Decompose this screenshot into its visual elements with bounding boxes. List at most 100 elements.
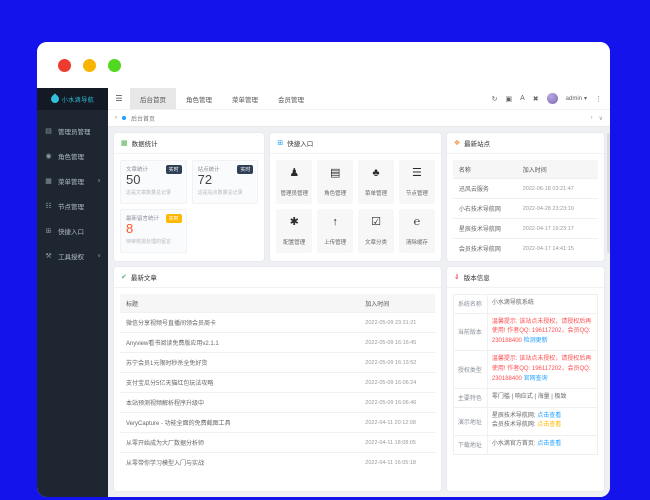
role-icon: ◉ [45,152,52,160]
sites-table: 名称 加入时间 迅风云服务 2022-06-18 03:21:47 小右技术导航网… [452,160,598,258]
version-row-label: 授权类型 [454,351,488,389]
quick-tile-roles[interactable]: ▤ 角色管理 [317,160,354,204]
stat-caption: 这是文章数量总记录 [126,189,172,196]
app-logo[interactable]: 小水滴导航 [37,88,108,110]
font-size-icon[interactable]: A [520,95,525,102]
breadcrumb-forward-icon[interactable]: › [590,114,593,121]
stat-value: 50 [126,172,141,187]
quick-tile-label: 节点管理 [405,191,428,197]
tree-icon: ♣ [372,167,380,179]
version-row-label: 当前版本 [454,313,488,351]
site-name-link[interactable]: 迅风云服务 [452,178,517,199]
demo-view-link[interactable]: 点击查看 [537,422,562,429]
close-all-icon[interactable]: ✖ [532,95,539,103]
quick-tile-label: 文章分类 [365,240,388,246]
article-title-link[interactable]: 苏宁会员1元限时秒杀全免好货 [120,352,360,373]
latest-articles-panel: ✔ 最新文章 标题 加入时间 [114,267,441,491]
user-avatar[interactable] [546,93,558,104]
stat-card-articles: 文章统计 50 这是文章数量总记录 实时 [120,160,187,204]
demo-view-link[interactable]: 点击查看 [537,412,562,419]
article-title-link[interactable]: VeryCapture - 功能全面的免费截图工具 [120,412,360,433]
article-title-link[interactable]: Anyview看书阅读免费版应用v2.1.1 [120,332,360,353]
breadcrumb[interactable]: 后台首页 [131,116,156,123]
navbar-right-tools: ↻ ▣ A ✖ admin ▾ ⋮ [492,88,610,109]
download-site-name: 小水滴官方首页: [491,440,536,447]
tab-members[interactable]: 会员管理 [278,96,304,104]
articles-table: 标题 加入时间 微信分享视频号直播间领会员周卡 2022-05-09 23:31:… [120,294,435,472]
article-title-link[interactable]: 微信分享视频号直播间领会员周卡 [120,312,360,333]
version-row-label: 主要特色 [454,389,488,407]
quick-tile-config[interactable]: ✱ 配置管理 [276,209,313,253]
stat-value: 72 [197,172,213,187]
quick-panel-title: 快捷入口 [287,141,314,148]
breadcrumb-back-icon[interactable]: ‹ [115,115,117,121]
quick-tile-admins[interactable]: ♟ 管理员管理 [276,160,313,204]
more-options-icon[interactable]: ⋮ [595,95,602,103]
sidebar: 小水滴导航 ▤ 管理员管理 ◉ 角色管理 ▦ 菜单管理 ∨ [37,88,108,497]
stat-label: 文章统计 [126,167,149,173]
tab-home[interactable]: 后台首页 [130,88,176,109]
sidebar-item-roles[interactable]: ◉ 角色管理 [37,143,108,168]
hamburger-menu-icon[interactable]: ☰ [115,94,123,103]
version-row-license: 授权类型 温馨提示: 该站点未授权，请授权后再使用! 作者QQ: 1961172… [453,351,597,390]
maximize-window-button[interactable] [108,58,121,72]
sidebar-menu: ▤ 管理员管理 ◉ 角色管理 ▦ 菜单管理 ∨ ☷ 节点管理 [37,110,108,268]
quick-tile-article-category[interactable]: ☑ 文章分类 [358,209,394,253]
site-name-link[interactable]: 星辰技术导航网 [452,218,517,239]
stat-label: 站点统计 [197,167,220,173]
official-site-link[interactable]: 官网查询 [523,375,548,382]
tab-menus[interactable]: 菜单管理 [232,96,258,104]
plus-grid-icon: ⊞ [45,227,52,235]
app-frame: 小水滴导航 ▤ 管理员管理 ◉ 角色管理 ▦ 菜单管理 ∨ [37,88,610,497]
tab-roles[interactable]: 角色管理 [186,96,212,104]
minimize-window-button[interactable] [83,58,96,72]
sidebar-item-admins[interactable]: ▤ 管理员管理 [37,118,108,143]
close-window-button[interactable] [58,58,71,72]
grid-icon: ⊞ [277,140,284,147]
quick-tile-label: 菜单管理 [365,191,388,197]
quick-tile-nodes[interactable]: ☰ 节点管理 [398,160,435,204]
vertical-scrollbar[interactable] [607,133,610,253]
version-panel-title: 版本信息 [463,275,490,282]
fire-icon: ❖ [453,140,461,147]
main-area: ☰ 后台首页 角色管理 菜单管理 会员管理 ↻ ▣ A ✖ a [108,88,610,497]
article-time: 2022-04-11 18:08:05 [359,432,435,453]
quick-entry-panel: ⊞ 快捷入口 ♟ 管理员管理 ▤ [270,133,441,261]
article-title-link[interactable]: 从零带你学习模型入门与实战 [120,452,360,472]
article-time: 2022-05-09 23:31:21 [359,312,435,333]
version-row-system: 系统名称 小水滴导航系统 [453,295,597,314]
stats-panel-title: 数据统计 [131,141,158,148]
table-row: 会员技术导航网 2022-04-17 14:41:15 [452,238,598,258]
quick-tile-label: 清除缓存 [405,240,428,246]
collapse-icon[interactable]: ∨ [598,115,603,122]
version-row-features: 主要特色 零门槛 | 响应式 | 海量 | 极致 [453,389,597,408]
sidebar-item-nodes[interactable]: ☷ 节点管理 [37,193,108,218]
clear-cache-icon[interactable]: ▣ [505,95,513,103]
version-row-demo: 演示地址 星辰技术导航网: 点击查看 会员技术导航网: 点击 [453,407,597,436]
article-time: 2022-04-11 20:12:08 [359,412,435,433]
sidebar-item-menus[interactable]: ▦ 菜单管理 ∨ [37,168,108,193]
quick-tile-clear-cache[interactable]: ℮ 清除缓存 [398,209,435,253]
articles-panel-body: 标题 加入时间 微信分享视频号直播间领会员周卡 2022-05-09 23:31:… [114,288,441,491]
table-row: 本站预测视频解析程序升级中 2022-05-09 16:06:46 [120,392,435,413]
quick-tile-menus[interactable]: ♣ 菜单管理 [358,160,394,204]
download-view-link[interactable]: 点击查看 [537,440,562,447]
site-time: 2022-04-28 23:23:10 [516,198,598,219]
user-menu[interactable]: admin ▾ [566,95,587,103]
site-name-link[interactable]: 小右技术导航网 [452,198,517,219]
cache-icon: ℮ [413,216,421,228]
version-row-label: 系统名称 [454,295,488,313]
browser-window: 小水滴导航 ▤ 管理员管理 ◉ 角色管理 ▦ 菜单管理 ∨ [37,42,610,497]
articles-panel-title: 最新文章 [130,275,157,282]
quick-tile-upload[interactable]: ↑ 上传管理 [317,209,354,253]
sidebar-item-tools[interactable]: ⚒ 工具授权 ∨ [37,243,108,268]
article-title-link[interactable]: 支付宝瓜分5亿天猫红包玩法攻略 [120,372,360,393]
breadcrumb-bar: ‹ 后台首页 › ∨ [108,110,610,127]
chevron-down-icon: ∨ [97,177,101,184]
check-update-link[interactable]: 检测更新 [523,337,548,344]
site-name-link[interactable]: 会员技术导航网 [452,238,517,258]
sidebar-item-quick-entry[interactable]: ⊞ 快捷入口 [37,218,108,243]
article-title-link[interactable]: 本站预测视频解析程序升级中 [120,392,360,413]
refresh-icon[interactable]: ↻ [491,95,498,103]
article-title-link[interactable]: 从零开始成为大厂数据分析师 [120,432,360,453]
